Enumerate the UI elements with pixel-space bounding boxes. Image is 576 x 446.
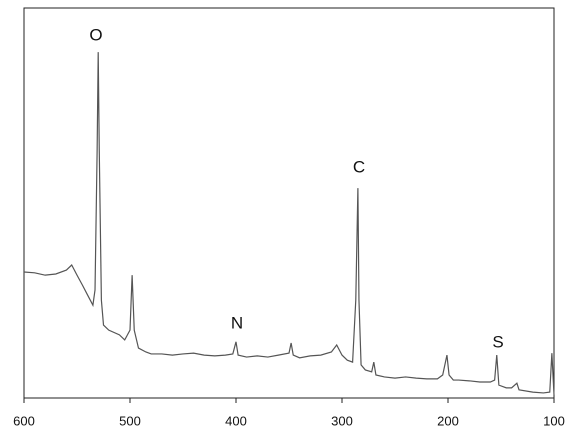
x-tick-label: 300 bbox=[331, 413, 353, 428]
x-tick-label: 400 bbox=[225, 413, 247, 428]
peak-label: N bbox=[231, 313, 243, 332]
x-tick-label: 100 bbox=[543, 413, 565, 428]
spectrum-line bbox=[23, 52, 555, 395]
peak-label: C bbox=[353, 157, 365, 176]
x-tick-label: 600 bbox=[13, 413, 35, 428]
x-tick-label: 200 bbox=[437, 413, 459, 428]
peak-label: O bbox=[89, 25, 102, 44]
plot-frame bbox=[23, 7, 555, 399]
x-tick-label: 500 bbox=[119, 413, 141, 428]
peak-label: S bbox=[492, 332, 503, 351]
